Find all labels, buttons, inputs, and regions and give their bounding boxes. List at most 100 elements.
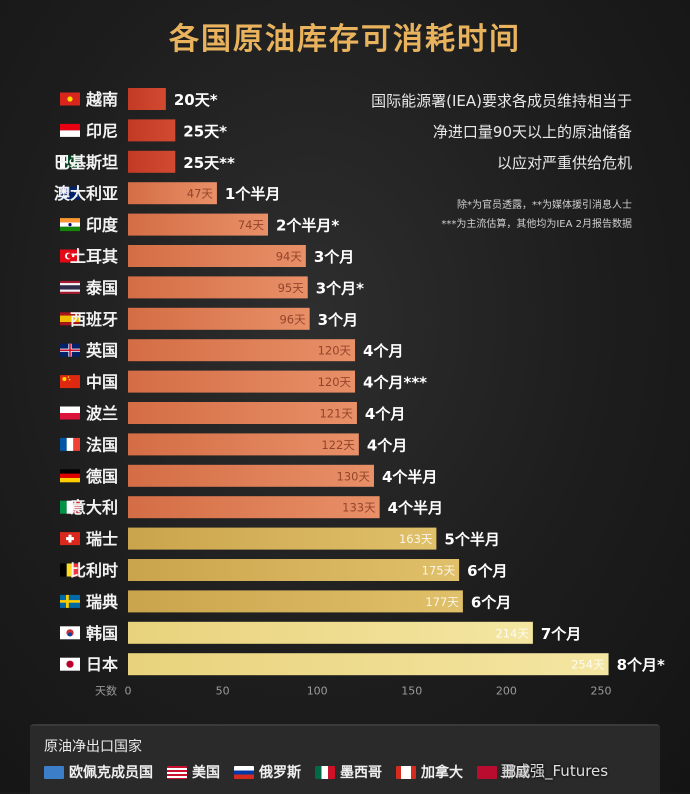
bar-value-label: 177天 xyxy=(425,595,459,609)
category-label: 西班牙 xyxy=(70,310,118,329)
bar xyxy=(128,370,356,393)
x-tick-label: 100 xyxy=(307,685,328,698)
flag-icon-de xyxy=(60,469,80,483)
category-label: 瑞士 xyxy=(86,530,118,549)
duration-label: 4个半月 xyxy=(382,468,437,486)
bar xyxy=(128,621,533,644)
exporter-item: 欧佩克成员国 xyxy=(44,762,153,782)
flag-icon-it xyxy=(60,500,80,514)
bar xyxy=(128,182,217,205)
flag-icon-in xyxy=(60,218,80,232)
flag-icon-pl xyxy=(60,406,80,420)
duration-label: 2个半月* xyxy=(276,217,339,235)
category-label: 印度 xyxy=(86,216,119,235)
flag-icon-id xyxy=(60,123,80,137)
exporter-item: 俄罗斯 xyxy=(234,762,301,782)
bar-value-label: 95天 xyxy=(278,281,305,295)
bar-value-label: 214天 xyxy=(495,626,529,640)
duration-label: 5个半月 xyxy=(444,531,499,549)
flag-icon-ch xyxy=(60,532,80,546)
duration-label: 4个月 xyxy=(363,342,403,360)
flag-icon-th xyxy=(60,280,80,294)
category-label: 越南 xyxy=(85,90,118,109)
bar xyxy=(128,339,356,362)
category-label: 英国 xyxy=(85,341,118,360)
exporter-label: 加拿大 xyxy=(421,765,463,781)
category-label: 德国 xyxy=(86,467,118,486)
exporter-legend: 原油净出口国家 欧佩克成员国 美国 俄罗斯 墨西哥 加拿大 挪威 xyxy=(30,724,660,794)
exporter-label: 美国 xyxy=(192,765,220,781)
bar xyxy=(128,276,308,299)
bar xyxy=(128,433,359,456)
duration-label: 25天* xyxy=(183,122,227,140)
bar-value-label: 74天 xyxy=(238,218,265,232)
exporter-item: 加拿大 xyxy=(396,762,463,782)
flag-icon-no xyxy=(477,765,497,779)
flag-icon-vn xyxy=(60,92,80,106)
exporter-item: 挪威 xyxy=(477,762,530,782)
bar xyxy=(128,496,380,519)
category-label: 印尼 xyxy=(86,121,118,140)
note-line-3: 以应对严重供给危机 xyxy=(496,154,632,172)
x-tick-label: 250 xyxy=(591,685,612,698)
duration-label: 4个月 xyxy=(367,436,407,454)
flag-icon-pk xyxy=(60,155,80,169)
bar-value-label: 130天 xyxy=(337,469,371,483)
bar xyxy=(128,527,437,550)
flag-icon-kr xyxy=(60,626,80,640)
note-small-1: 除*为官员透露，**为媒体援引消息人士 xyxy=(457,200,632,211)
flag-icon-au xyxy=(60,186,80,200)
bar-value-label: 122天 xyxy=(321,438,355,452)
exporter-label: 欧佩克成员国 xyxy=(69,765,153,781)
category-label: 法国 xyxy=(86,435,118,454)
bar-value-label: 47天 xyxy=(187,187,214,201)
bar xyxy=(128,119,176,142)
duration-label: 3个月* xyxy=(316,279,364,297)
flag-icon-jp xyxy=(60,657,80,671)
bar xyxy=(128,559,460,581)
bar-value-label: 133天 xyxy=(342,501,376,515)
category-label: 比利时 xyxy=(70,561,118,580)
flag-icon-ca xyxy=(396,765,416,779)
duration-label: 25天** xyxy=(183,154,235,172)
duration-label: 7个月 xyxy=(541,625,581,643)
category-label: 瑞典 xyxy=(86,592,118,611)
bar-value-label: 121天 xyxy=(319,407,353,421)
category-label: 澳大利亚 xyxy=(54,184,118,203)
flag-icon-mx xyxy=(315,765,335,779)
bar xyxy=(128,245,306,267)
bar xyxy=(128,590,463,613)
duration-label: 8个月* xyxy=(617,656,665,674)
bar xyxy=(128,402,357,424)
exporter-item: 墨西哥 xyxy=(315,762,382,782)
duration-label: 6个月 xyxy=(467,562,507,580)
category-label: 中国 xyxy=(86,373,118,392)
exporter-legend-items: 欧佩克成员国 美国 俄罗斯 墨西哥 加拿大 挪威 xyxy=(44,762,530,782)
category-label: 泰国 xyxy=(85,278,118,297)
watermark: 王成强_Futures xyxy=(500,762,609,780)
bar-value-label: 120天 xyxy=(318,344,352,358)
duration-label: 3个月 xyxy=(318,311,358,329)
category-label: 土耳其 xyxy=(70,247,118,266)
flag-icon-es xyxy=(60,312,80,326)
flag-icon-ru xyxy=(234,765,254,779)
bar-value-label: 254天 xyxy=(571,658,605,672)
category-label: 波兰 xyxy=(86,404,118,423)
category-label: 意大利 xyxy=(70,498,118,517)
flag-icon-fr xyxy=(60,437,80,451)
exporter-label: 俄罗斯 xyxy=(259,765,301,781)
x-axis-label: 天数 xyxy=(95,685,117,698)
bar-value-label: 175天 xyxy=(422,564,456,578)
flag-icon-opec xyxy=(44,765,64,779)
note-small-2: ***为主流估算，其他均为IEA 2月报告数据 xyxy=(441,219,632,230)
duration-label: 4个月*** xyxy=(363,374,427,392)
duration-label: 4个月 xyxy=(365,405,405,423)
chart-title: 各国原油库存可消耗时间 xyxy=(169,22,521,57)
x-tick-label: 200 xyxy=(496,685,517,698)
flag-icon-us xyxy=(167,765,187,779)
exporter-label: 墨西哥 xyxy=(340,765,382,781)
category-label: 韩国 xyxy=(86,624,118,643)
duration-label: 1个半月 xyxy=(225,185,280,203)
bar-value-label: 163天 xyxy=(399,532,433,546)
